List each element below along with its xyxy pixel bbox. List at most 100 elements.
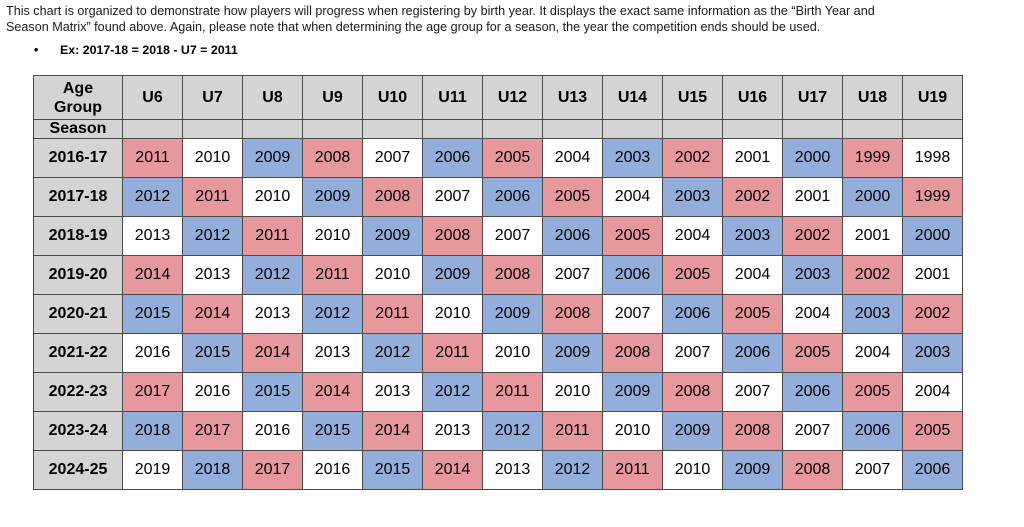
birth-year-cell: 2006	[482, 177, 543, 217]
birth-year-cell: 2008	[422, 216, 483, 256]
birth-year-cell: 2004	[782, 294, 843, 334]
season-label-filler	[422, 119, 483, 139]
season-cell: 2024-25	[33, 450, 123, 490]
season-cell: 2018-19	[33, 216, 123, 256]
birth-year-cell: 2012	[182, 216, 243, 256]
season-label-filler	[722, 119, 783, 139]
age-group-header: U19	[902, 75, 963, 120]
age-group-header: U9	[302, 75, 363, 120]
season-label-filler	[182, 119, 243, 139]
season-label-filler	[842, 119, 903, 139]
birth-year-cell: 2009	[722, 450, 783, 490]
birth-year-cell: 2008	[302, 138, 363, 178]
intro-text: This chart is organized to demonstrate h…	[6, 3, 1016, 35]
birth-year-cell: 2007	[662, 333, 723, 373]
birth-year-cell: 2017	[122, 372, 183, 412]
birth-year-cell: 2005	[542, 177, 603, 217]
birth-year-cell: 2005	[662, 255, 723, 295]
birth-year-cell: 2005	[482, 138, 543, 178]
season-label-filler	[242, 119, 303, 139]
age-group-header: U11	[422, 75, 483, 120]
birth-year-cell: 2019	[122, 450, 183, 490]
birth-year-cell: 2008	[722, 411, 783, 451]
birth-year-cell: 2014	[242, 333, 303, 373]
birth-year-cell: 2015	[362, 450, 423, 490]
season-cell: 2016-17	[33, 138, 123, 178]
birth-year-cell: 2009	[302, 177, 363, 217]
birth-year-cell: 2006	[662, 294, 723, 334]
birth-year-cell: 2007	[362, 138, 423, 178]
birth-year-cell: 2012	[242, 255, 303, 295]
birth-year-cell: 2009	[602, 372, 663, 412]
birth-year-cell: 2016	[182, 372, 243, 412]
age-group-header: U17	[782, 75, 843, 120]
birth-year-cell: 2014	[302, 372, 363, 412]
season-row: 2022-23 2017 2016 2015 2014 2013 2012 2011 2010 2…	[33, 372, 963, 412]
birth-year-cell: 2008	[662, 372, 723, 412]
birth-year-cell: 2011	[122, 138, 183, 178]
birth-year-cell: 2001	[782, 177, 843, 217]
age-group-corner-label: Age Group	[33, 75, 123, 120]
birth-year-cell: 2017	[242, 450, 303, 490]
season-column-label: Season	[33, 119, 123, 139]
birth-year-cell: 2003	[662, 177, 723, 217]
birth-year-cell: 2011	[422, 333, 483, 373]
birth-year-cell: 2007	[602, 294, 663, 334]
birth-year-cell: 2005	[782, 333, 843, 373]
birth-year-cell: 2012	[302, 294, 363, 334]
birth-year-cell: 2017	[182, 411, 243, 451]
birth-year-cell: 2006	[422, 138, 483, 178]
season-cell: 2022-23	[33, 372, 123, 412]
birth-year-cell: 2011	[362, 294, 423, 334]
birth-year-cell: 2010	[662, 450, 723, 490]
birth-year-cell: 2011	[482, 372, 543, 412]
birth-year-cell: 2005	[902, 411, 963, 451]
birth-year-cell: 2016	[122, 333, 183, 373]
birth-year-cell: 2006	[542, 216, 603, 256]
birth-year-cell: 2018	[122, 411, 183, 451]
season-cell: 2021-22	[33, 333, 123, 373]
age-group-header: U18	[842, 75, 903, 120]
birth-year-cell: 2005	[722, 294, 783, 334]
matrix-body: 2016-17 2011 2010 2009 2008 2007 2006 2005 2004 2…	[33, 138, 963, 490]
corner-label-line-1: Age	[62, 79, 94, 97]
birth-year-cell: 2003	[722, 216, 783, 256]
season-cell: 2017-18	[33, 177, 123, 217]
intro-line-1: This chart is organized to demonstrate h…	[6, 4, 875, 18]
birth-year-cell: 2011	[182, 177, 243, 217]
age-group-header-row: Age Group U6 U7 U8 U9 U10 U11 U12 U13 U14 U15 U16 U…	[33, 75, 963, 120]
age-group-header: U10	[362, 75, 423, 120]
birth-year-cell: 2002	[842, 255, 903, 295]
birth-year-cell: 2002	[722, 177, 783, 217]
birth-year-cell: 2004	[842, 333, 903, 373]
birth-year-cell: 2001	[902, 255, 963, 295]
birth-year-cell: 2003	[902, 333, 963, 373]
birth-year-cell: 2014	[122, 255, 183, 295]
birth-year-cell: 2000	[842, 177, 903, 217]
season-cell: 2023-24	[33, 411, 123, 451]
birth-year-cell: 2006	[782, 372, 843, 412]
birth-year-cell: 2014	[422, 450, 483, 490]
birth-year-cell: 2013	[122, 216, 183, 256]
birth-year-cell: 2012	[542, 450, 603, 490]
birth-year-cell: 2011	[242, 216, 303, 256]
season-row: 2020-21 2015 2014 2013 2012 2011 2010 2009 2008 2…	[33, 294, 963, 334]
season-row: 2023-24 2018 2017 2016 2015 2014 2013 2012 2011 2…	[33, 411, 963, 451]
season-row: 2024-25 2019 2018 2017 2016 2015 2014 2013 2012 2…	[33, 450, 963, 490]
season-label-filler	[302, 119, 363, 139]
season-cell: 2020-21	[33, 294, 123, 334]
season-label-filler	[362, 119, 423, 139]
birth-year-cell: 2008	[362, 177, 423, 217]
birth-year-cell: 2011	[602, 450, 663, 490]
birth-year-cell: 2004	[902, 372, 963, 412]
birth-year-cell: 2015	[182, 333, 243, 373]
birth-year-cell: 2003	[842, 294, 903, 334]
birth-year-cell: 2013	[362, 372, 423, 412]
birth-year-cell: 2010	[422, 294, 483, 334]
age-group-header: U12	[482, 75, 543, 120]
birth-year-matrix: Age Group U6 U7 U8 U9 U10 U11 U12 U13 U14 U15 U16 U…	[33, 75, 963, 490]
birth-year-cell: 2012	[422, 372, 483, 412]
birth-year-cell: 2004	[662, 216, 723, 256]
birth-year-cell: 2016	[242, 411, 303, 451]
birth-year-cell: 2013	[302, 333, 363, 373]
